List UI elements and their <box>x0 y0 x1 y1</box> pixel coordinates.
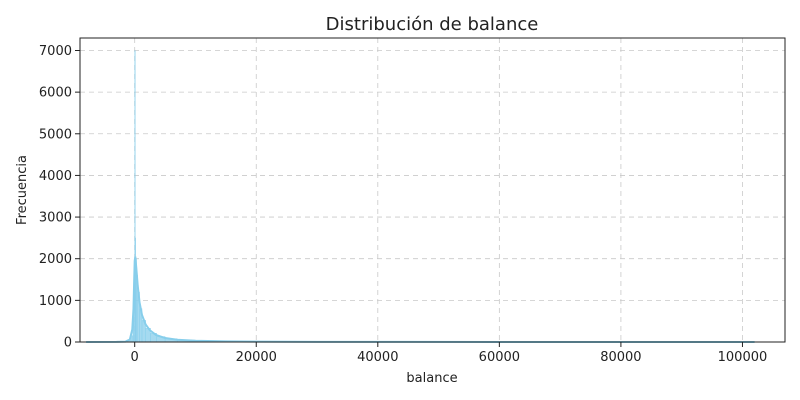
chart-title: Distribución de balance <box>326 14 539 35</box>
x-tick-label: 80000 <box>600 350 641 365</box>
y-tick-label: 0 <box>64 336 72 351</box>
x-tick-label: 0 <box>131 350 139 365</box>
y-axis-label: Frecuencia <box>15 155 30 225</box>
y-tick-label: 5000 <box>39 127 72 142</box>
y-tick-label: 3000 <box>39 211 72 226</box>
kde-line <box>86 256 755 343</box>
kde-layer <box>86 256 755 343</box>
grid-layer <box>80 38 785 343</box>
bars-layer <box>85 50 755 343</box>
x-axis-label: balance <box>406 371 457 386</box>
x-tick-label: 100000 <box>718 350 768 365</box>
y-tick-label: 6000 <box>39 86 72 101</box>
x-tick-label: 20000 <box>236 350 277 365</box>
x-tick-label: 60000 <box>479 350 520 365</box>
axes-layer: 0 20000 40000 60000 80000 100000 0 1000 2000 3000… <box>39 37 786 365</box>
y-tick-label: 2000 <box>39 252 72 267</box>
y-tick-label: 7000 <box>39 44 72 59</box>
y-tick-label: 1000 <box>39 294 72 309</box>
x-tick-label: 40000 <box>357 350 398 365</box>
y-tick-label: 4000 <box>39 169 72 184</box>
plot-frame <box>79 37 786 343</box>
